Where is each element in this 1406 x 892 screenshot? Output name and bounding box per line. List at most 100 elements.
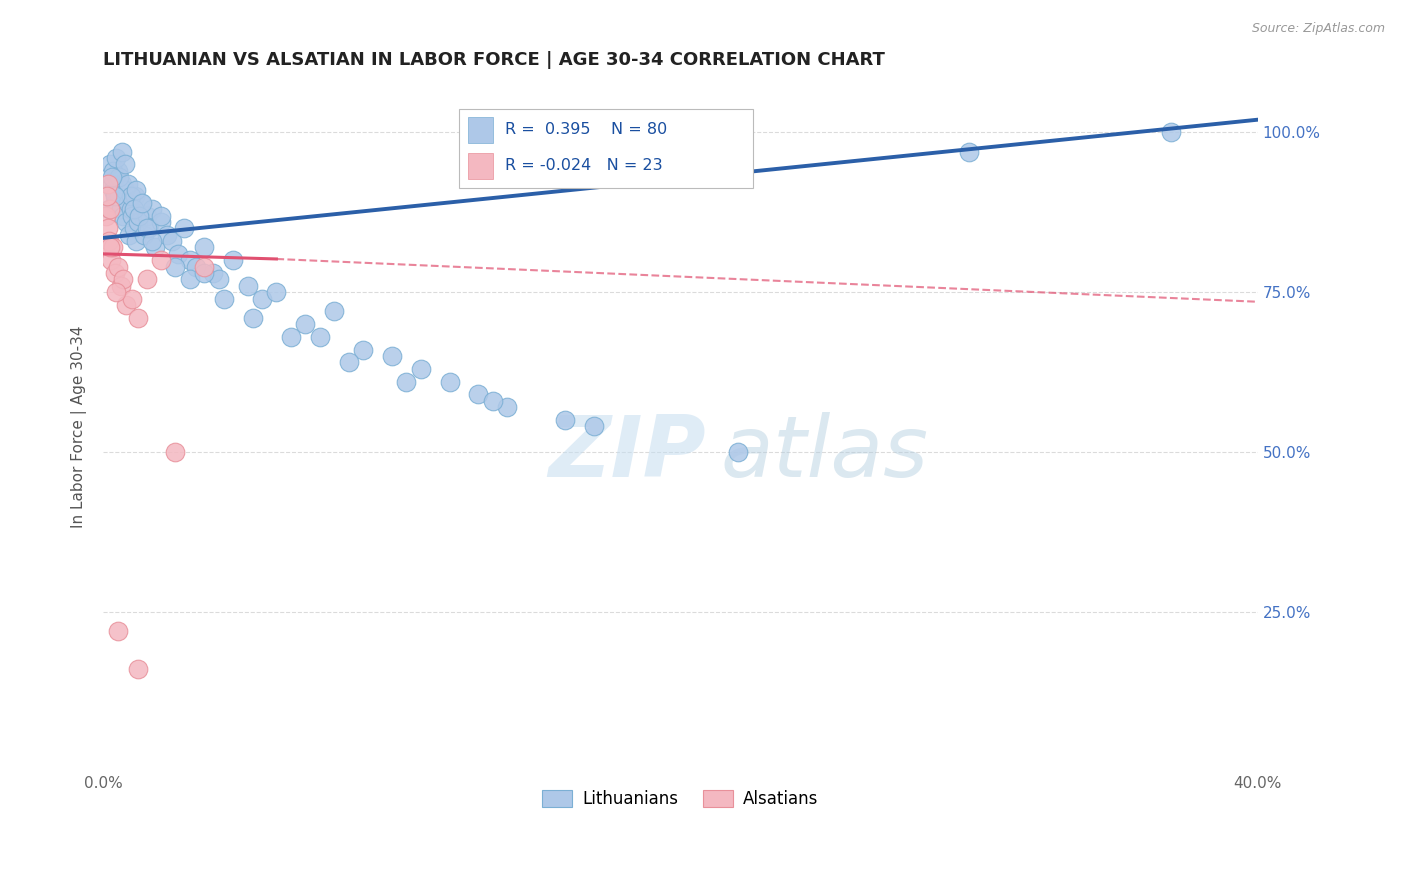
Point: [107, 624, 129, 638]
Point: [112, 272, 135, 286]
Text: LITHUANIAN VS ALSATIAN IN LABOR FORCE | AGE 30-34 CORRELATION CHART: LITHUANIAN VS ALSATIAN IN LABOR FORCE | …: [103, 51, 886, 69]
Point: [121, 209, 143, 223]
Point: [129, 195, 152, 210]
Point: [381, 349, 404, 363]
Point: [108, 170, 131, 185]
Point: [117, 177, 139, 191]
Point: [173, 221, 195, 235]
Point: [128, 209, 150, 223]
Point: [108, 189, 131, 203]
Point: [165, 260, 187, 274]
Point: [100, 157, 122, 171]
FancyBboxPatch shape: [458, 109, 754, 188]
Point: [114, 157, 136, 171]
Point: [107, 260, 129, 274]
Point: [96, 189, 118, 203]
Point: [101, 170, 124, 185]
Point: [105, 170, 128, 185]
Point: [250, 292, 273, 306]
Point: [131, 195, 153, 210]
Point: [111, 145, 134, 159]
Point: [149, 253, 172, 268]
Point: [110, 278, 132, 293]
Point: [127, 310, 149, 325]
Point: [105, 151, 128, 165]
Point: [308, 330, 330, 344]
Point: [97, 177, 120, 191]
Point: [201, 266, 224, 280]
Y-axis label: In Labor Force | Age 30-34: In Labor Force | Age 30-34: [72, 325, 87, 527]
Point: [294, 317, 316, 331]
Point: [141, 202, 163, 216]
Point: [395, 375, 418, 389]
Legend: Lithuanians, Alsatians: Lithuanians, Alsatians: [536, 783, 825, 814]
Point: [120, 189, 142, 203]
Point: [337, 355, 360, 369]
Bar: [468, 153, 494, 178]
Point: [104, 195, 127, 210]
Point: [149, 209, 172, 223]
Point: [111, 177, 134, 191]
Point: [141, 234, 163, 248]
Text: R = -0.024   N = 23: R = -0.024 N = 23: [505, 158, 662, 173]
Point: [214, 292, 236, 306]
Point: [409, 362, 432, 376]
Point: [266, 285, 288, 300]
Point: [122, 221, 145, 235]
Point: [94, 209, 117, 223]
Point: [135, 221, 157, 235]
Point: [101, 177, 124, 191]
Point: [439, 375, 461, 389]
Point: [165, 445, 187, 459]
Point: [100, 253, 122, 268]
Point: [103, 240, 125, 254]
Point: [98, 234, 121, 248]
Point: [98, 202, 121, 216]
Point: [280, 330, 302, 344]
Point: [117, 195, 139, 210]
Point: [107, 163, 129, 178]
Point: [482, 393, 505, 408]
Point: [208, 272, 231, 286]
Text: Source: ZipAtlas.com: Source: ZipAtlas.com: [1251, 22, 1385, 36]
Point: [222, 253, 245, 268]
Point: [242, 310, 264, 325]
Point: [193, 260, 215, 274]
Point: [149, 215, 172, 229]
Point: [118, 227, 141, 242]
Point: [115, 298, 138, 312]
Point: [352, 343, 374, 357]
Point: [193, 266, 215, 280]
Point: [98, 202, 121, 216]
Point: [184, 260, 207, 274]
Point: [127, 215, 149, 229]
Point: [104, 189, 127, 203]
Point: [156, 227, 179, 242]
Point: [554, 413, 576, 427]
Point: [132, 227, 155, 242]
Point: [103, 163, 125, 178]
Point: [112, 209, 135, 223]
Point: [727, 445, 749, 459]
Point: [143, 240, 166, 254]
Point: [179, 272, 201, 286]
Point: [1160, 125, 1182, 139]
Point: [957, 145, 980, 159]
Point: [193, 240, 215, 254]
Point: [121, 292, 143, 306]
Point: [120, 202, 142, 216]
Point: [110, 202, 132, 216]
Point: [114, 183, 136, 197]
Point: [135, 209, 157, 223]
Point: [103, 183, 125, 197]
Text: R =  0.395    N = 80: R = 0.395 N = 80: [505, 122, 668, 137]
Point: [125, 183, 148, 197]
Point: [582, 419, 605, 434]
Point: [115, 215, 138, 229]
Point: [105, 285, 128, 300]
Text: ZIP: ZIP: [548, 412, 706, 495]
Point: [323, 304, 346, 318]
Point: [100, 240, 122, 254]
Point: [96, 221, 118, 235]
Point: [135, 272, 157, 286]
